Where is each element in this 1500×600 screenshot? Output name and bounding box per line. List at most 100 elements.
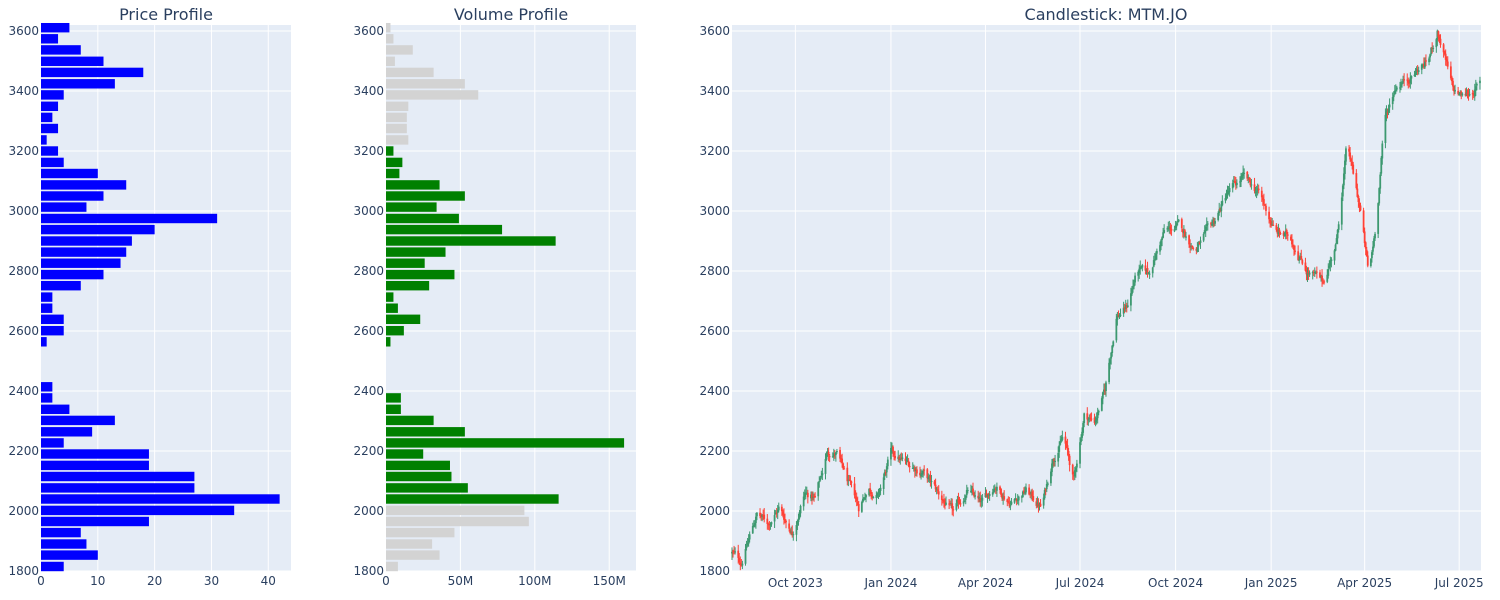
- candle-body: [1155, 250, 1158, 254]
- candle-body: [780, 506, 783, 512]
- candle-body: [1380, 157, 1383, 174]
- candle-body: [1333, 250, 1336, 261]
- candle-body: [738, 558, 741, 563]
- profile-bar: [41, 303, 53, 313]
- candle-body: [1075, 463, 1078, 468]
- candle-body: [1173, 229, 1176, 232]
- candle-body: [1081, 431, 1083, 438]
- candle-body: [1089, 417, 1092, 419]
- profile-bar: [41, 415, 115, 426]
- candle-body: [1475, 83, 1478, 86]
- candle-body: [1377, 203, 1380, 234]
- candle-body: [1283, 233, 1286, 237]
- candle-body: [1253, 184, 1256, 191]
- profile-bar: [41, 449, 149, 459]
- x-tick-label: Jul 2024: [1055, 576, 1105, 590]
- y-tick-label: 2600: [699, 324, 730, 338]
- candle-body: [999, 486, 1001, 491]
- candle-body: [746, 542, 749, 546]
- candle-body: [900, 457, 903, 459]
- profile-bar: [386, 135, 409, 145]
- candle-body: [1218, 209, 1221, 214]
- profile-bar: [386, 236, 556, 246]
- y-tick-label: 2800: [8, 264, 39, 278]
- profile-bar: [386, 404, 401, 415]
- candle-body: [865, 494, 867, 498]
- candle-body: [733, 550, 735, 552]
- candle-body: [1174, 225, 1177, 229]
- candle-body: [1269, 219, 1272, 222]
- candle-body: [1182, 231, 1185, 234]
- candle-body: [1053, 459, 1055, 461]
- candle-body: [1032, 496, 1035, 501]
- profile-bar: [386, 292, 394, 302]
- candle-body: [875, 495, 878, 499]
- candle-body: [1299, 256, 1302, 260]
- candle-body: [1108, 362, 1110, 383]
- candle-body: [921, 472, 924, 475]
- candle-body: [1300, 256, 1303, 260]
- candle-body: [1226, 191, 1229, 196]
- volume-profile-panel: 1800 2000 2200 2400 2600 2800 3000 3200 3400 3600…: [353, 5, 636, 588]
- candle-body: [1003, 496, 1006, 500]
- candle-body: [957, 498, 960, 503]
- candle-body: [1250, 184, 1253, 186]
- profile-bar: [41, 337, 47, 347]
- candle-body: [1144, 265, 1147, 271]
- candle-body: [1241, 175, 1243, 179]
- candle-body: [813, 495, 815, 497]
- profile-bar: [386, 280, 430, 291]
- candle-body: [1058, 445, 1061, 452]
- candle-body: [1199, 240, 1202, 243]
- candle-body: [906, 460, 909, 462]
- candle-body: [1124, 305, 1127, 310]
- candle-body: [798, 512, 801, 519]
- candle-body: [1177, 219, 1180, 222]
- candle-body: [799, 506, 802, 514]
- profile-bar: [41, 67, 144, 78]
- x-tick-label: 0: [37, 574, 45, 588]
- candle-body: [820, 476, 823, 478]
- profile-bar: [386, 449, 424, 459]
- candle-body: [1379, 174, 1382, 189]
- profile-bar: [386, 191, 465, 201]
- candle-body: [841, 458, 844, 463]
- candle-body: [886, 459, 889, 467]
- candle-body: [1073, 470, 1076, 477]
- candle-body: [892, 446, 894, 452]
- candle-body: [979, 498, 982, 502]
- candle-body: [1042, 497, 1045, 506]
- candle-body: [790, 531, 793, 533]
- candle-body: [1304, 262, 1307, 271]
- candle-body: [1068, 455, 1071, 466]
- candle-body: [1064, 436, 1067, 444]
- candle-body: [984, 493, 987, 498]
- candle-body: [1270, 221, 1273, 226]
- candle-body: [1087, 419, 1090, 421]
- candle-body: [1137, 271, 1140, 276]
- y-tick-label: 2400: [353, 384, 384, 398]
- candle-body: [1212, 220, 1214, 225]
- candle-body: [1473, 89, 1476, 97]
- profile-bar: [386, 67, 434, 78]
- profile-bar: [41, 539, 87, 549]
- candle-body: [848, 479, 851, 481]
- candle-body: [951, 503, 954, 509]
- candle-body: [1031, 491, 1034, 497]
- y-tick-label: 3000: [8, 204, 39, 218]
- candle-body: [1399, 87, 1401, 89]
- candle-body: [929, 475, 932, 481]
- candle-body: [1336, 229, 1339, 239]
- candle-body: [883, 472, 886, 477]
- candle-body: [1224, 198, 1227, 201]
- candle-body: [1454, 89, 1456, 92]
- candle-body: [792, 534, 795, 536]
- candle-body: [1197, 243, 1200, 247]
- candle-body: [1369, 259, 1372, 267]
- candle-body: [1431, 47, 1434, 49]
- candle-body: [1188, 235, 1190, 245]
- profile-bar: [41, 224, 155, 235]
- candle-body: [734, 551, 737, 553]
- profile-bar: [386, 438, 625, 448]
